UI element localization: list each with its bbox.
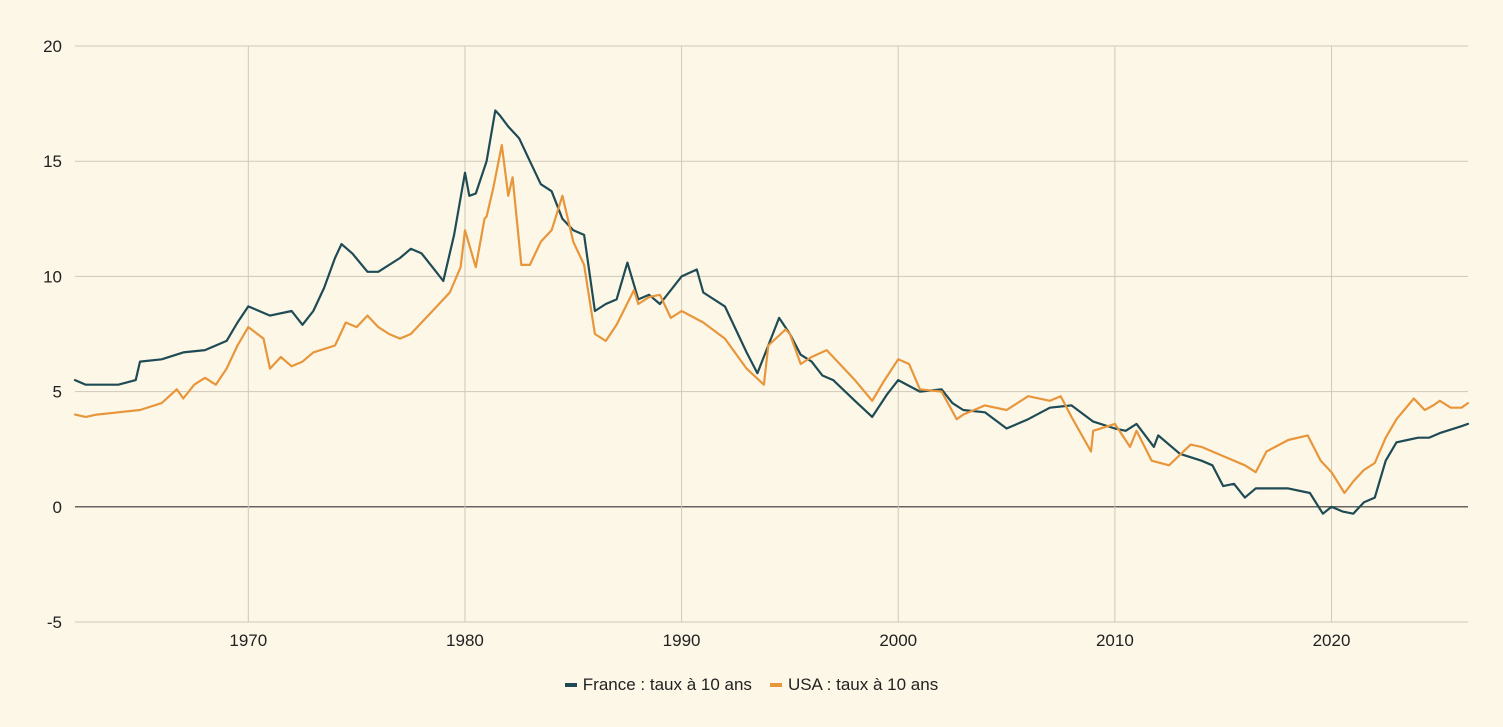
y-tick-label: 5	[53, 383, 62, 402]
x-tick-label: 1970	[229, 631, 267, 650]
y-tick-label: 0	[53, 498, 62, 517]
x-tick-label: 1980	[446, 631, 484, 650]
series-line-usa	[73, 144, 1470, 495]
series-line-france	[73, 109, 1470, 515]
legend-swatch-usa	[769, 683, 782, 687]
grid-lines	[75, 45, 1468, 623]
y-tick-label: 10	[43, 267, 62, 286]
axes: -5 0 5 10 15 20 1970 1980 1990 2000 2010 2020	[43, 37, 1350, 650]
legend-swatch-france	[564, 683, 577, 687]
legend-label-france: France : taux à 10 ans	[582, 675, 752, 694]
x-tick-label: 2020	[1313, 631, 1351, 650]
x-tick-label: 2010	[1096, 631, 1134, 650]
legend-item-usa[interactable]: USA : taux à 10 ans	[769, 675, 939, 695]
y-tick-label: -5	[47, 613, 62, 632]
y-tick-label: 15	[43, 152, 62, 171]
legend-item-france[interactable]: France : taux à 10 ans	[564, 675, 752, 695]
series-lines	[73, 109, 1470, 515]
legend-label-usa: USA : taux à 10 ans	[787, 675, 939, 694]
x-tick-label: 1990	[663, 631, 701, 650]
y-tick-label: 20	[43, 37, 62, 56]
legend: France : taux à 10 ans USA : taux à 10 a…	[0, 675, 1503, 695]
x-tick-label: 2000	[879, 631, 917, 650]
